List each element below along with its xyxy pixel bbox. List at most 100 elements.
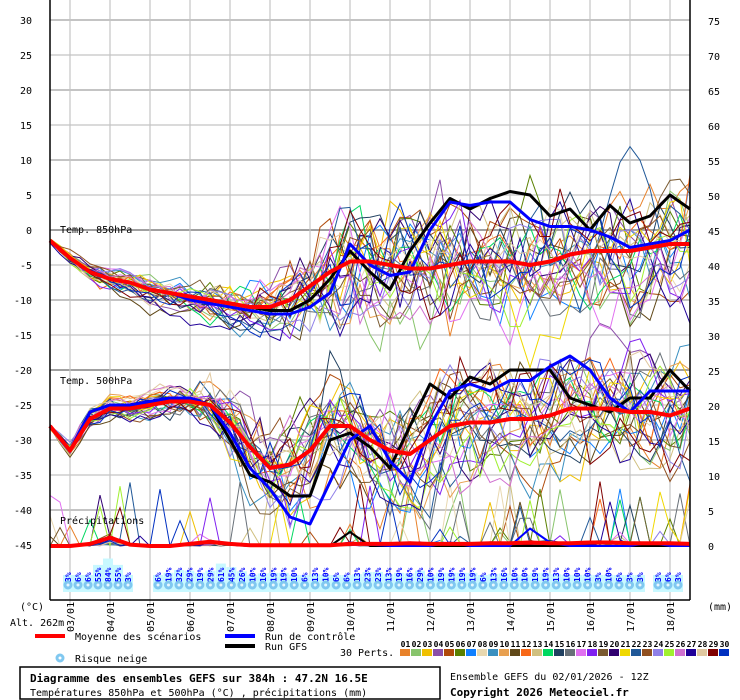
legend-snow-label: Risque neige <box>75 654 147 665</box>
control-line-t500 <box>48 354 690 526</box>
mean-line-t850 <box>48 238 690 309</box>
snow-risk-label: 19% <box>395 567 404 582</box>
perturbation-legend-swatch <box>411 649 421 656</box>
snowflake-icon-center <box>533 583 537 587</box>
perturbation-21-t850 <box>49 198 691 370</box>
perturbation-18-t500 <box>49 338 691 527</box>
perturbation-legend-swatch <box>510 649 520 656</box>
snowflake-icon-center <box>271 583 275 587</box>
snow-risk-bar <box>488 574 499 577</box>
perturbation-29-t850 <box>49 188 691 321</box>
perturbation-legend-swatch <box>565 649 575 656</box>
perturbation-05-t850 <box>49 203 691 315</box>
perturbation-legend-id: 25 <box>665 640 675 649</box>
date-tick-label: 17/01 <box>626 602 637 632</box>
snow-risk-label: 10% <box>584 567 593 582</box>
snowflake-icon-center <box>607 583 611 587</box>
snowflake-icon-center <box>156 583 160 587</box>
snowflake-icon-center <box>76 583 80 587</box>
snow-risk-label: 26% <box>238 567 247 582</box>
snow-risk-label: 10% <box>322 567 331 582</box>
snow-risk-bar <box>341 575 352 577</box>
perturbation-legend-swatch <box>521 649 531 656</box>
left-tick-label: 5 <box>26 191 32 202</box>
snow-risk-label: 6% <box>74 572 83 582</box>
snowflake-icon-center <box>617 583 621 587</box>
snowflake-icon-center <box>126 583 130 587</box>
snowflake-icon-center <box>502 583 506 587</box>
perturbation-legend-id: 07 <box>467 640 477 649</box>
perturbation-13-precip <box>50 482 691 547</box>
perturbation-26-t850 <box>49 220 691 326</box>
snow-risk-label: 6% <box>84 572 93 582</box>
snow-risk-label: 29% <box>416 567 425 582</box>
perturbation-legend-id: 29 <box>709 640 719 649</box>
right-tick-label: 70 <box>708 52 720 63</box>
snow-risk-label: 19% <box>531 567 540 582</box>
snow-risk-bar <box>593 575 604 577</box>
snow-risk-label: 19% <box>542 567 551 582</box>
perturbation-legend-swatch <box>532 649 542 656</box>
date-tick-label: 11/01 <box>386 602 397 632</box>
mean-line-precip <box>50 535 691 548</box>
snow-risk-bar <box>310 574 321 577</box>
snow-risk-bar <box>373 571 384 577</box>
snow-risk-bar <box>456 572 467 577</box>
snowflake-icon-center <box>106 583 110 587</box>
snowflake-icon-center <box>491 583 495 587</box>
snowflake-icon-center <box>187 583 191 587</box>
chart-subtitle: Températures 850hPa et 500hPa (°C) , pré… <box>30 687 367 699</box>
snowflake-icon-center <box>376 583 380 587</box>
perturbation-legend-swatch <box>455 649 465 656</box>
snow-risk-bar <box>653 575 663 577</box>
snow-risk-bar <box>123 575 133 577</box>
snow-risk-bar <box>635 575 645 577</box>
snowflake-icon-center <box>460 583 464 587</box>
snow-risk-bar <box>673 575 683 577</box>
snow-risk-label: 6% <box>615 572 624 582</box>
snow-risk-label: 55% <box>94 567 103 582</box>
snow-risk-label: 19% <box>447 567 456 582</box>
snowflake-icon-center <box>586 583 590 587</box>
perturbation-legend-swatch <box>631 649 641 656</box>
run-info: Ensemble GEFS du 02/01/2026 - 12Z <box>450 672 649 683</box>
snow-risk-label: 10% <box>290 567 299 582</box>
snow-risk-label: 19% <box>468 567 477 582</box>
legend-mean-label: Moyenne des scénarios <box>75 631 201 643</box>
snow-risk-bar <box>236 571 247 577</box>
date-tick-label: 12/01 <box>426 602 437 632</box>
right-tick-label: 75 <box>708 17 720 28</box>
snow-risk-bar <box>394 572 404 577</box>
perturbation-legend-swatch <box>466 649 476 656</box>
legend-mean-swatch <box>35 634 65 638</box>
perturbation-legend-id: 14 <box>544 640 554 649</box>
right-tick-label: 55 <box>708 157 720 168</box>
snow-risk-label: 10% <box>563 567 572 582</box>
snowflake-icon-center <box>544 583 548 587</box>
snowflake-icon-center <box>198 583 202 587</box>
snow-risk-bar <box>414 570 425 577</box>
perturbation-legend-swatch <box>554 649 564 656</box>
perturbation-09-t850 <box>49 228 691 338</box>
left-tick-label: 20 <box>20 86 32 97</box>
date-tick-label: 06/01 <box>186 602 197 632</box>
perturbation-24-t850 <box>49 218 691 333</box>
date-tick-label: 16/01 <box>586 602 597 632</box>
snow-risk-label: 16% <box>259 567 268 582</box>
perturbation-legend-id: 10 <box>500 640 510 649</box>
snow-risk-bar <box>498 573 509 577</box>
snow-risk-label: 61% <box>217 567 226 582</box>
main-lines <box>48 190 692 548</box>
perturbation-legend-swatch <box>433 649 443 656</box>
perturbation-legend-swatch <box>719 649 729 656</box>
snow-risk-label: 3% <box>124 572 133 582</box>
snow-risk-bar <box>582 574 593 577</box>
perturbation-legend-id: 12 <box>522 640 532 649</box>
snowflake-icon-center <box>208 583 212 587</box>
perturbation-15-t850 <box>49 191 691 331</box>
snowflake-icon-center <box>449 583 453 587</box>
right-axis-unit: (mm) <box>708 602 732 613</box>
perturbation-legend-id: 15 <box>555 640 565 649</box>
snow-risk-label: 10% <box>573 567 582 582</box>
perturbation-legend-id: 30 <box>720 640 730 649</box>
